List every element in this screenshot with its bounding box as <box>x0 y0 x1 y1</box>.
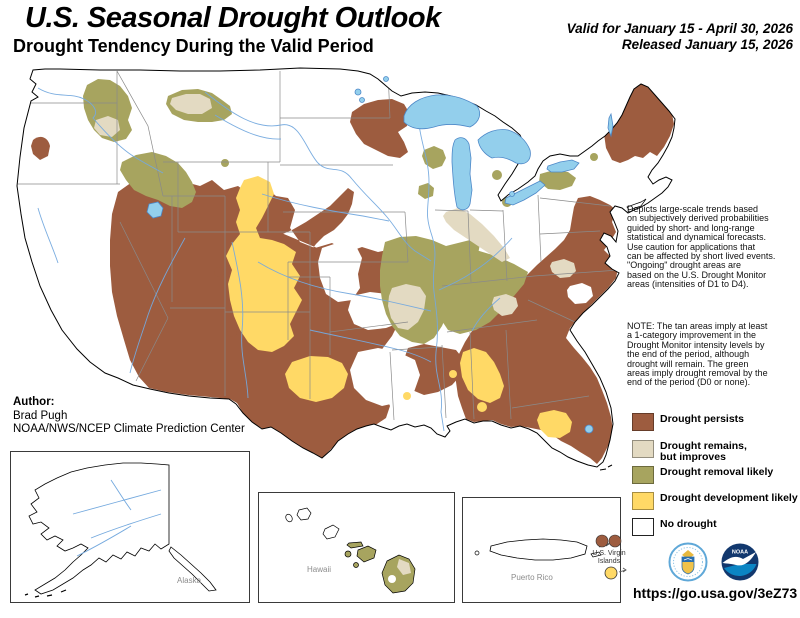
aleutian-islands <box>24 589 67 598</box>
legend-label-improves: Drought remains, but improves <box>660 440 747 463</box>
island-oahu <box>322 524 340 540</box>
usvi-markers: U.S. Virgin Islands <box>592 534 627 580</box>
author-name: Brad Pugh <box>13 409 68 422</box>
island-kahoolawe <box>353 562 359 568</box>
hawaii-label: Hawaii <box>307 565 331 574</box>
legend-swatch-improves <box>632 440 654 458</box>
page-subtitle: Drought Tendency During the Valid Period <box>13 36 374 56</box>
island-hawaii-big <box>381 554 416 594</box>
doc-eagle-icon <box>682 550 694 557</box>
valid-period-line: Valid for January 15 - April 30, 2026 <box>566 21 793 36</box>
lake-st-clair <box>509 191 515 197</box>
great-salt-lake <box>146 201 164 219</box>
island-molokai <box>346 541 364 549</box>
rivers <box>37 87 513 432</box>
lake-champlain <box>607 112 614 138</box>
vieques-island <box>590 551 602 558</box>
conus-map <box>16 67 676 471</box>
legend-item-removal: Drought removal likely <box>627 466 800 490</box>
forecast-note: NOTE: The tan areas imply at least a 1-c… <box>627 321 768 388</box>
released-date-line: Released January 15, 2026 <box>621 37 793 52</box>
usvi-dot-develop <box>604 566 618 580</box>
info-url: https://go.usa.gov/3eZ73 <box>633 585 798 601</box>
lake-superior <box>403 94 481 130</box>
puerto-rico-label: Puerto Rico <box>511 573 553 582</box>
noaa-logo: NOAA <box>720 542 760 582</box>
island-maui <box>356 545 377 563</box>
puerto-rico-inset: Puerto Rico <box>462 497 621 603</box>
legend-item-persists: Drought persists <box>627 413 800 437</box>
valid-period-block: Valid for January 15 - April 30, 2026 Re… <box>463 21 793 53</box>
legend-swatch-persists <box>632 413 654 431</box>
legend-swatch-removal <box>632 466 654 484</box>
coastal-islands <box>599 198 647 471</box>
great-lakes <box>146 76 614 434</box>
hawaii-inset: Hawaii <box>258 492 455 603</box>
long-island <box>626 198 647 211</box>
legend-item-improves: Drought remains, but improves <box>627 440 800 464</box>
legend-label-persists: Drought persists <box>660 413 745 425</box>
usvi-label-line2: Islands <box>598 558 621 565</box>
state-borders <box>18 70 620 421</box>
author-heading: Author: <box>13 396 55 408</box>
lake-erie <box>504 180 546 206</box>
big-island-white-patch <box>388 575 396 583</box>
noaa-logo-text: NOAA <box>732 550 748 556</box>
author-block: Author: Brad Pugh NOAA/NWS/NCEP Climate … <box>13 396 245 437</box>
puerto-rico-outline <box>489 538 588 561</box>
alaska-inset: Alaska <box>10 451 250 603</box>
island-lanai <box>344 550 352 558</box>
big-island-tan-patch <box>397 559 411 575</box>
noaa-gull-icon <box>722 552 756 566</box>
legend-label-removal: Drought removal likely <box>660 466 774 478</box>
mona-island <box>474 550 480 556</box>
drought-region-develop <box>226 176 572 438</box>
usvi-arrow-right <box>618 567 627 573</box>
usvi-dot-persists-2 <box>608 534 622 548</box>
legend-label-no-drought: No drought <box>660 518 717 530</box>
island-niihau <box>285 513 293 523</box>
lake-ontario <box>546 159 580 173</box>
doc-seal-logo <box>668 542 708 582</box>
island-kauai <box>296 507 312 521</box>
lake-michigan <box>451 137 473 211</box>
noaa-lower-blue <box>724 564 757 576</box>
alaska-label: Alaska <box>177 576 202 585</box>
usvi-label-line1: U.S. Virgin <box>592 550 625 557</box>
alaska-outline <box>28 462 170 595</box>
alaska-rivers <box>72 479 162 557</box>
legend-label-develop: Drought development likely <box>660 492 798 504</box>
legend-swatch-no-drought <box>632 518 654 536</box>
florida-keys <box>599 464 613 471</box>
drought-region-improves <box>94 94 576 330</box>
alaska-panhandle <box>168 546 217 592</box>
legend-item-no-drought: No drought <box>627 518 800 542</box>
legend-item-develop: Drought development likely <box>627 492 800 516</box>
legend-swatch-develop <box>632 492 654 510</box>
usvi-dot-persists-1 <box>595 534 609 548</box>
lake-huron <box>477 129 531 165</box>
lake-okeechobee <box>584 424 594 434</box>
forecast-description: Depicts large-scale trends based on subj… <box>627 204 776 290</box>
page-title: U.S. Seasonal Drought Outlook <box>25 2 441 34</box>
conus-coastline <box>16 67 676 468</box>
author-org: NOAA/NWS/NCEP Climate Prediction Center <box>13 423 245 435</box>
